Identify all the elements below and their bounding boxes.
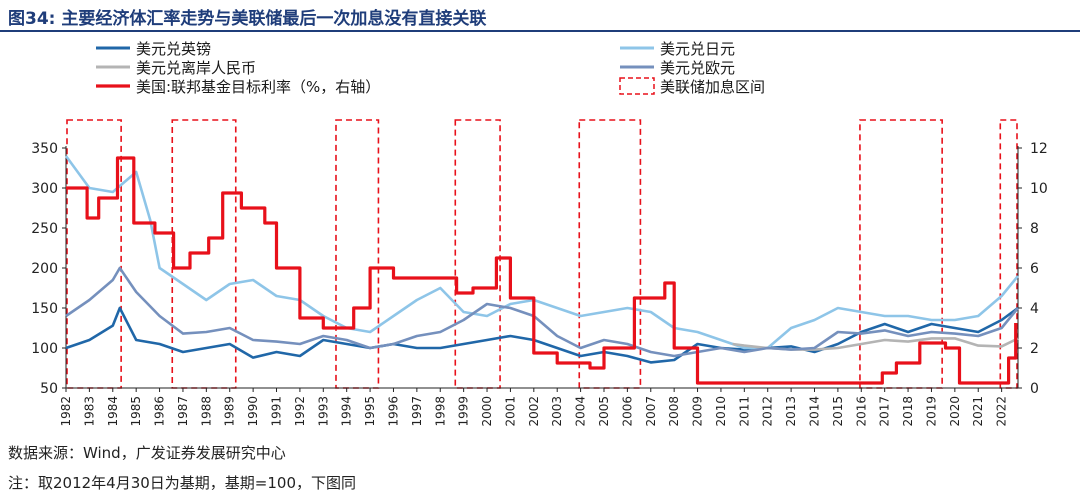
x-tick-label: 2005 — [597, 396, 611, 427]
hike-window-3 — [454, 119, 501, 389]
y-right-tick-label: 0 — [1030, 381, 1039, 397]
legend-swatch-5 — [619, 77, 655, 95]
legend-label-3: 美元兑欧元 — [660, 59, 735, 77]
hike-window-0 — [66, 119, 122, 389]
x-tick-label: 1994 — [340, 396, 354, 427]
x-tick-label: 2020 — [948, 396, 962, 427]
x-tick-label: 1993 — [316, 396, 330, 427]
x-tick-label: 1996 — [386, 396, 400, 427]
x-tick-label: 1988 — [199, 396, 213, 427]
x-tick-label: 2022 — [995, 396, 1009, 427]
x-tick-label: 2019 — [924, 396, 938, 427]
x-tick-label: 1990 — [246, 396, 260, 427]
x-tick-label: 2013 — [784, 396, 798, 427]
hike-window-4 — [578, 119, 642, 389]
x-tick-label: 1992 — [293, 396, 307, 427]
y-right-tick-label: 6 — [1030, 261, 1039, 277]
chart: 50 100 150 200 250 300 350 0 2 4 6 8 10 12 1982 1983 198… — [31, 40, 1048, 427]
y-left-tick-label: 50 — [40, 381, 58, 397]
x-tick-label: 1983 — [82, 396, 96, 427]
x-tick-label: 2014 — [808, 396, 822, 427]
x-tick-label: 1991 — [270, 396, 284, 427]
legend-label-4: 美国:联邦基金目标利率（%，右轴） — [136, 78, 380, 96]
y-left-tick-label: 250 — [31, 221, 58, 237]
legend-label-5: 美联储加息区间 — [660, 78, 765, 96]
y-right-tick-label: 12 — [1030, 141, 1048, 157]
y-left-tick-label: 350 — [31, 141, 58, 157]
y-right-tick-label: 4 — [1030, 301, 1039, 317]
x-tick-label: 2018 — [901, 396, 915, 427]
y-left-tick-label: 150 — [31, 301, 58, 317]
x-tick-label: 2010 — [714, 396, 728, 427]
x-tick-label: 2021 — [971, 396, 985, 427]
footnote: 注：取2012年4月30日为基期，基期=100，下图同 — [8, 474, 357, 492]
title-rule — [0, 30, 1080, 32]
y-left-tick-label: 100 — [31, 341, 58, 357]
y-left-tick-label: 300 — [31, 181, 58, 197]
legend-label-2: 美元兑离岸人民币 — [136, 59, 256, 77]
y-right-tick-label: 2 — [1030, 341, 1039, 357]
x-tick-label: 2007 — [644, 396, 658, 427]
hike-window-5 — [859, 119, 943, 389]
x-tick-label: 2016 — [854, 396, 868, 427]
x-tick-label: 2001 — [503, 396, 517, 427]
x-tick-label: 2012 — [761, 396, 775, 427]
legend-label-1: 美元兑日元 — [660, 40, 735, 58]
x-tick-label: 1985 — [129, 396, 143, 427]
x-tick-label: 2000 — [480, 396, 494, 427]
x-tick-label: 2008 — [667, 396, 681, 427]
x-tick-label: 2009 — [691, 396, 705, 427]
x-tick-label: 2011 — [737, 396, 751, 427]
y-left-tick-label: 200 — [31, 261, 58, 277]
x-tick-label: 2015 — [831, 396, 845, 427]
x-tick-label: 1982 — [59, 396, 73, 427]
series-line-4 — [66, 156, 1018, 385]
x-tick-label: 1986 — [153, 396, 167, 427]
x-tick-label: 1989 — [223, 396, 237, 427]
x-tick-label: 2002 — [527, 396, 541, 427]
x-tick-label: 1997 — [410, 396, 424, 427]
x-tick-label: 2004 — [574, 396, 588, 427]
x-tick-label: 1999 — [457, 396, 471, 427]
x-tick-label: 1987 — [176, 396, 190, 427]
x-tick-label: 1984 — [106, 396, 120, 427]
x-tick-label: 1998 — [433, 396, 447, 427]
data-source: 数据来源：Wind，广发证券发展研究中心 — [8, 444, 286, 462]
x-tick-label: 2017 — [878, 396, 892, 427]
y-right-tick-label: 10 — [1030, 181, 1048, 197]
x-tick-label: 1995 — [363, 396, 377, 427]
legend-label-0: 美元兑英镑 — [136, 40, 211, 58]
y-right-tick-label: 8 — [1030, 221, 1039, 237]
figure-title: 图34: 主要经济体汇率走势与美联储最后一次加息没有直接关联 — [8, 9, 487, 29]
x-tick-label: 2006 — [620, 396, 634, 427]
x-tick-label: 2003 — [550, 396, 564, 427]
